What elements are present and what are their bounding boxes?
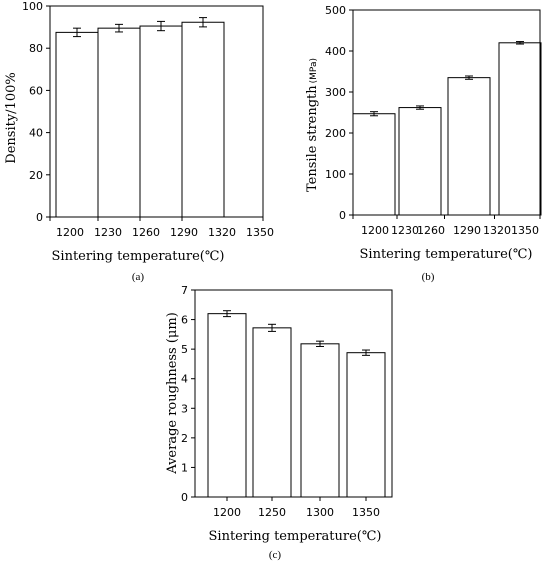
panel-b-x-tick-label: 1230 bbox=[391, 224, 419, 237]
panel-a-x-tick-label: 1350 bbox=[246, 226, 274, 239]
panel-c-bar bbox=[252, 327, 292, 498]
panel-c-y-axis-title: Average roughness (μm) bbox=[165, 312, 180, 475]
panel-a-label: (a) bbox=[132, 271, 145, 283]
panel-c-x-tick-label: 1200 bbox=[213, 506, 241, 519]
panel-b-y-axis-title: Tensile strength (MPa) bbox=[305, 58, 320, 192]
panel-c-bars bbox=[207, 310, 386, 498]
panel-c-y-tick-label: 4 bbox=[181, 373, 188, 386]
panel-a-x-tick-label: 1320 bbox=[208, 226, 236, 239]
panel-c-x-tick-label: 1250 bbox=[258, 506, 286, 519]
panel-c-y-tick-label: 1 bbox=[181, 461, 188, 474]
panel-a-bar bbox=[181, 21, 225, 218]
panel-a-bars bbox=[55, 17, 225, 218]
panel-b-bar bbox=[447, 77, 491, 216]
panel-b-bars bbox=[352, 41, 542, 216]
panel-c-y-tick-label: 0 bbox=[181, 491, 188, 504]
panel-a-y-tick-label: 100 bbox=[22, 0, 43, 13]
panel-b-x-axis-title: Sintering temperature(℃) bbox=[360, 247, 533, 262]
panel-a-y-tick-label: 40 bbox=[29, 127, 43, 140]
panel-a-y-tick-label: 20 bbox=[29, 169, 43, 182]
panel-a-x-tick-label: 1290 bbox=[170, 226, 198, 239]
panel-c: 0 1 2 3 4 5 6 7 1200 1250 1300 1350 Sintering tempe… bbox=[165, 284, 393, 561]
panel-a-y-tick-label: 0 bbox=[36, 211, 43, 224]
panel-c-x-axis-title: Sintering temperature(℃) bbox=[209, 529, 382, 544]
panel-a-x-tick-label: 1230 bbox=[94, 226, 122, 239]
panel-c-bar bbox=[300, 343, 340, 498]
panel-b-bar bbox=[352, 113, 396, 216]
panel-b-y-tick-label: 300 bbox=[325, 86, 346, 99]
panel-b-y-tick-label: 500 bbox=[325, 4, 346, 17]
panel-c-y-tick-label: 5 bbox=[181, 343, 188, 356]
panel-b-x-tick-label: 1350 bbox=[511, 224, 539, 237]
panel-b-x-tick-label: 1200 bbox=[361, 224, 389, 237]
panel-a-y-tick-label: 60 bbox=[29, 84, 43, 97]
panel-c-plot-frame bbox=[194, 289, 393, 498]
panel-a-y-axis-title: Density/100% bbox=[4, 72, 19, 163]
panel-a-x-tick-label: 1200 bbox=[56, 226, 84, 239]
panel-b-y-axis-unit: (MPa) bbox=[309, 58, 319, 83]
panel-b-plot-frame bbox=[352, 9, 541, 216]
panel-b-y-tick-label: 400 bbox=[325, 45, 346, 58]
panel-a-bar bbox=[139, 25, 183, 218]
panel-b-y-tick-label: 0 bbox=[339, 209, 346, 222]
panel-a-y-tick-label: 80 bbox=[29, 42, 43, 55]
panel-b-x-tick-label: 1320 bbox=[483, 224, 511, 237]
panel-c-ticks: 0 1 2 3 4 5 6 7 1200 1250 1300 1350 bbox=[181, 284, 380, 519]
panel-b-label: (b) bbox=[422, 271, 435, 283]
panel-b-x-tick-label: 1260 bbox=[417, 224, 445, 237]
panel-b-y-tick-label: 100 bbox=[325, 168, 346, 181]
panel-c-label: (c) bbox=[269, 549, 282, 561]
panel-c-y-tick-label: 2 bbox=[181, 432, 188, 445]
panel-b-bar bbox=[398, 107, 442, 216]
panel-c-y-tick-label: 3 bbox=[181, 402, 188, 415]
panel-c-y-tick-label: 6 bbox=[181, 314, 188, 327]
panel-c-y-tick-label: 7 bbox=[181, 284, 188, 297]
panel-c-x-tick-label: 1350 bbox=[352, 506, 380, 519]
panel-a-plot-frame bbox=[49, 5, 264, 218]
panel-b-y-axis-name: Tensile strength bbox=[305, 85, 320, 192]
panel-a: 0 20 40 60 80 100 1200 1230 1260 1290 1320 1350 Sin… bbox=[4, 0, 274, 283]
panel-a-bar bbox=[97, 27, 141, 218]
panel-c-bar bbox=[346, 352, 386, 498]
panel-a-ticks: 0 20 40 60 80 100 1200 1230 1260 1290 1320 1350 bbox=[22, 0, 274, 239]
panel-b-x-tick-label: 1290 bbox=[453, 224, 481, 237]
panel-c-x-tick-label: 1300 bbox=[306, 506, 334, 519]
panel-c-bar bbox=[207, 313, 247, 498]
panel-b-bar bbox=[498, 42, 542, 216]
panel-a-x-axis-title: Sintering temperature(℃) bbox=[52, 249, 225, 264]
panel-a-x-tick-label: 1260 bbox=[132, 226, 160, 239]
panel-b-y-tick-label: 200 bbox=[325, 127, 346, 140]
panel-a-bar bbox=[55, 31, 99, 218]
